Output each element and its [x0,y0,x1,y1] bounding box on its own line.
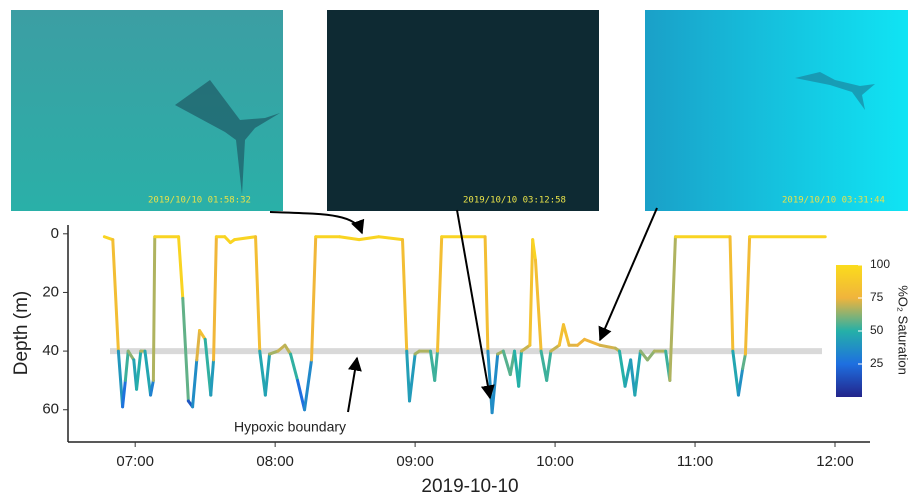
photo-timestamp: 2019/10/10 03:12:58 [463,196,566,206]
depth-segment [177,235,185,300]
depth-segment [289,352,300,382]
depth-segment [258,349,267,397]
depth-segment [111,238,120,353]
depth-segment [517,349,523,388]
depth-segment [191,358,199,409]
depth-segment [436,235,444,353]
colorbar-label: %O₂ Saturation [896,285,909,375]
depth-segment [549,343,561,353]
y-tick-label: 0 [51,225,59,242]
depth-segment [143,349,153,397]
depth-segment [582,337,602,347]
depth-segment [283,343,293,356]
depth-segment [668,235,677,382]
depth-segment [401,238,409,353]
depth-segment [212,235,218,362]
colorbar-tick-label: 25 [870,356,884,370]
arrow [456,209,495,400]
depth-segment [151,235,157,382]
depth-segment [209,358,216,397]
depth-segment [233,235,258,242]
depth-segment [408,352,417,403]
annotation: Hypoxic boundary [234,419,346,435]
depth-segment [377,235,405,242]
depth-segment [149,378,155,397]
x-tick-label: 12:00 [816,453,854,470]
depth-segment [633,349,642,397]
depth-segment [561,323,571,347]
depth-segment [575,337,586,347]
depth-segment [123,349,130,382]
depth-segment [519,343,532,353]
colorbar-tick-label: 50 [870,323,884,337]
depth-segment [276,343,287,353]
depth-segment [617,349,627,388]
depth-segment [531,238,537,262]
depth-segment [263,352,272,397]
depth-segment [533,258,543,353]
depth-segment [539,349,549,382]
arrow [598,207,658,342]
depth-segment [195,329,202,362]
depth-segment [638,349,649,362]
arrow [269,211,365,235]
depth-segment [483,235,490,353]
depth-segment [741,352,747,371]
depth-segment [490,352,500,415]
x-tick-label: 07:00 [116,453,154,470]
depth-segment [338,235,361,242]
depth-segment [357,235,381,242]
x-tick-label: 10:00 [536,453,574,470]
colorbar-tick-label: 75 [870,290,884,304]
depth-segment [598,343,617,350]
plot-area: 0 20 40 60 07:00 08:00 09:00 10:00 11:00 12:00 [42,225,870,470]
colorbar-tick-label: 100 [870,257,890,271]
y-tick-label: 40 [42,342,59,359]
photo: 2019/10/10 03:12:58 [327,10,599,211]
photo: 2019/10/10 01:58:32 [11,10,283,211]
y-tick-label: 20 [42,283,59,300]
depth-segment [528,238,535,347]
depth-segment [731,349,740,397]
photo-timestamp: 2019/10/10 03:31:44 [782,196,885,206]
x-tick-label: 09:00 [396,453,434,470]
depth-segment [728,235,735,353]
photo-timestamp: 2019/10/10 01:58:32 [148,196,251,206]
photo: 2019/10/10 03:31:44 [645,10,908,211]
depth-segment [433,349,440,382]
y-tick-label: 60 [42,401,59,418]
depth-segment [645,349,656,362]
depth-segment [181,296,190,403]
depth-segment [545,349,553,382]
depth-segment [303,358,314,412]
arrow [347,356,362,413]
depth-segment [126,349,136,362]
depth-segment [198,329,207,341]
depth-segment [121,378,127,409]
depth-segment [557,323,565,347]
depth-segment [254,235,262,353]
x-axis-label: 2019-10-10 [421,476,518,496]
depth-segment [486,349,494,415]
depth-segment [743,235,752,356]
depth-segment [296,378,307,412]
depth-segment [310,235,318,362]
depth-segment [501,349,512,377]
y-axis-label: Depth (m) [11,291,32,375]
depth-segment [135,349,143,391]
x-tick-label: 11:00 [677,453,713,470]
depth-segment [116,349,125,409]
depth-segment [736,367,745,397]
colorbar [836,265,862,397]
x-tick-label: 08:00 [256,453,294,470]
depth-segment [203,337,213,397]
